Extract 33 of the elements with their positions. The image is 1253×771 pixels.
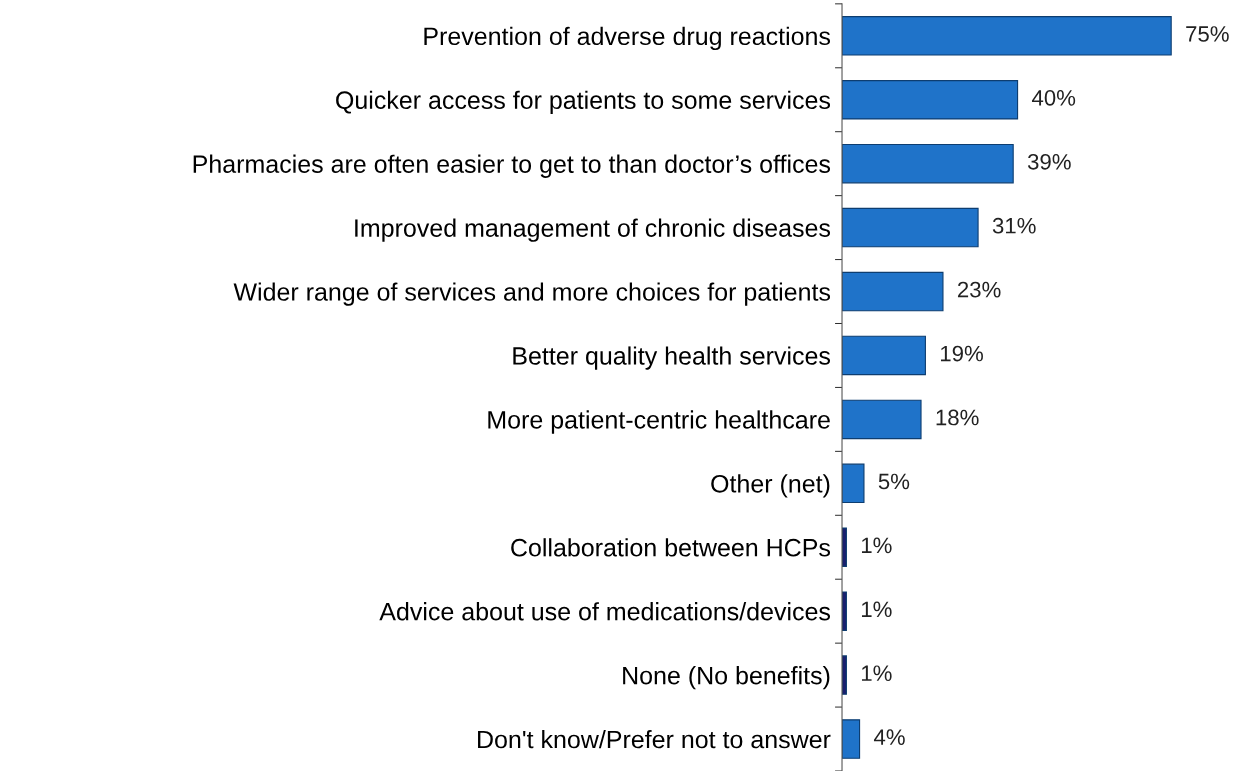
- data-label: 1%: [861, 537, 892, 554]
- y-tick-label: Pharmacies are often easier to get to than doctor’s offices: [193, 154, 831, 178]
- data-label: 31%: [992, 217, 1036, 234]
- data-label: 40%: [1031, 89, 1076, 106]
- y-tick-label: Improved management of chronic diseases: [355, 218, 831, 242]
- y-tick-label: More patient-centric healthcare: [488, 410, 830, 434]
- data-label: 19%: [940, 345, 983, 362]
- bar: [842, 16, 1172, 56]
- y-tick-label: Better quality health services: [513, 346, 831, 370]
- y-tick-label: Prevention of adverse drug reactions: [424, 26, 831, 51]
- y-tick-label: Advice about use of medications/devices: [379, 602, 831, 621]
- y-tick-label: None (No benefits): [623, 666, 830, 690]
- bar: [842, 719, 861, 759]
- bar: [842, 207, 979, 248]
- bar: [842, 80, 1019, 120]
- data-label: 23%: [957, 281, 1001, 298]
- data-label: 39%: [1027, 153, 1071, 170]
- data-label: 1%: [861, 665, 892, 681]
- data-label: 1%: [861, 601, 892, 618]
- y-tick-label: Wider range of services and more choices for patients: [233, 282, 831, 306]
- y-tick-label: Collaboration between HCPs: [511, 538, 831, 557]
- bar: [842, 143, 1014, 184]
- bar: [842, 399, 922, 440]
- bar: [842, 335, 926, 376]
- data-label: 75%: [1186, 26, 1229, 42]
- y-tick-label: Other (net): [711, 474, 830, 498]
- y-tick-label: Quicker access for patients to some services: [336, 90, 831, 114]
- data-label: 5%: [878, 473, 910, 490]
- y-tick-label: Don't know/Prefer not to answer: [478, 729, 831, 749]
- data-label: 4%: [873, 729, 905, 745]
- bar: [842, 271, 944, 312]
- bar: [842, 463, 865, 504]
- data-label: 18%: [936, 409, 979, 426]
